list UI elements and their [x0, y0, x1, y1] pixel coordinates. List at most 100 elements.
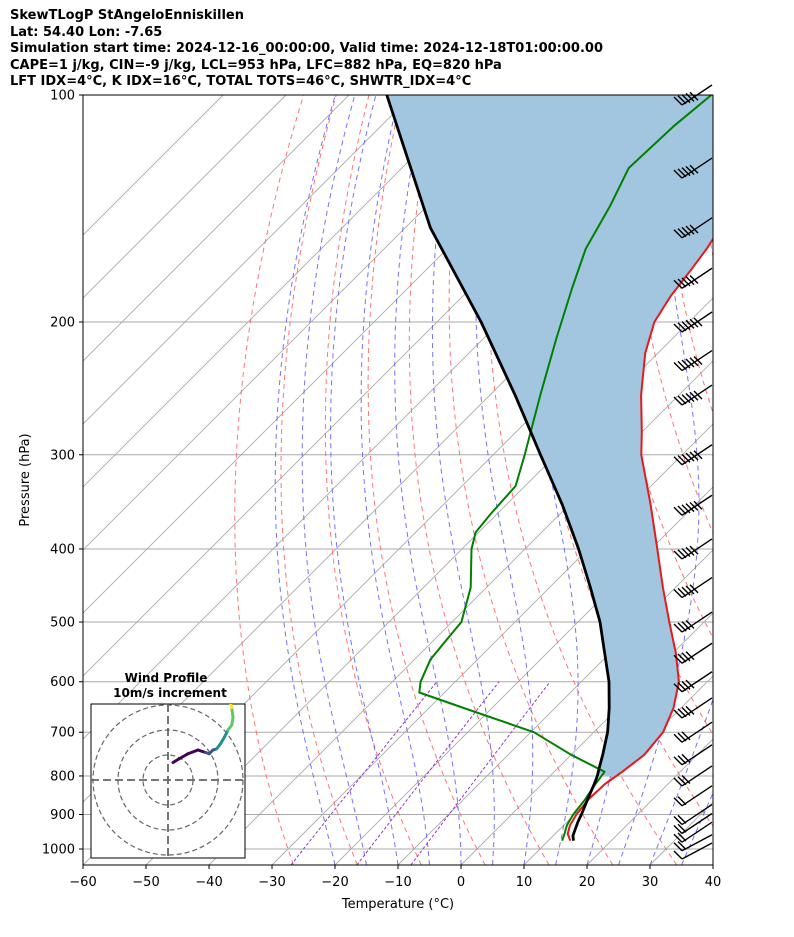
- wind-barb-flag: [677, 322, 687, 332]
- wind-barb: [673, 576, 713, 599]
- isotherm-line: [145, 297, 713, 865]
- wind-barb-flag: [673, 654, 683, 664]
- y-tick-label: 600: [50, 675, 75, 690]
- wind-barb: [673, 217, 713, 239]
- wind-barb-flag: [685, 392, 695, 402]
- wind-barb: [673, 267, 713, 289]
- wind-barb-flag: [681, 394, 691, 404]
- wind-barb: [673, 611, 713, 633]
- wind-barb-flag: [681, 775, 691, 785]
- moist-adiabat-line: [431, 95, 495, 865]
- cape-shading: [386, 95, 713, 776]
- x-tick-label: −30: [258, 875, 285, 890]
- wind-barb-staff: [681, 576, 713, 599]
- x-tick-label: −40: [195, 875, 222, 890]
- axes: −60 −50 −40 −30 −20 −10 0 10 20 30 40 1000 900 800 700…: [42, 89, 721, 891]
- wind-barb: [673, 785, 713, 807]
- isotherm-line: [83, 95, 539, 551]
- wind-barb-flag: [689, 501, 699, 511]
- wind-barb-staff: [681, 834, 713, 852]
- wind-barb-flag: [689, 164, 699, 174]
- y-tick-label: 500: [50, 616, 75, 631]
- wind-barb-flag: [677, 622, 687, 632]
- wind-barb-staff: [681, 157, 713, 179]
- wind-barb: [673, 494, 713, 516]
- wind-barb: [673, 721, 713, 743]
- moist-adiabat-line: [274, 95, 336, 865]
- wind-barb: [673, 157, 713, 179]
- y-tick-label: 700: [50, 726, 75, 741]
- wind-barb-flag: [673, 396, 683, 406]
- wind-barb-flag: [693, 317, 703, 327]
- wind-barb-flag: [681, 707, 691, 717]
- wind-barb-flag: [685, 546, 695, 556]
- wind-barb-staff: [681, 349, 713, 372]
- wind-barb-flag: [681, 548, 691, 558]
- wind-barb-staff: [681, 494, 713, 516]
- dry-adiabat-line: [487, 95, 678, 865]
- dry-adiabat-line: [728, 95, 794, 865]
- wind-barb-staff: [681, 611, 713, 633]
- wind-barb: [673, 538, 713, 560]
- wind-barb-flag: [677, 755, 687, 765]
- wind-barb-flag: [673, 456, 683, 466]
- wind-barb: [673, 84, 713, 106]
- wind-barb-flag: [677, 776, 687, 786]
- wind-barb-flag: [685, 705, 695, 715]
- wind-barb-flag: [673, 550, 683, 560]
- wind-barb-flag: [677, 168, 687, 178]
- wind-barb-flag: [677, 587, 687, 597]
- wind-barb-staff: [681, 538, 713, 560]
- wind-barb-flag: [681, 586, 691, 596]
- wind-barb: [673, 444, 713, 466]
- isotherm-line: [83, 95, 287, 299]
- dry-adiabat-line: [280, 95, 358, 865]
- wind-barb-staff: [681, 821, 713, 843]
- wind-barb-flag: [681, 504, 691, 514]
- moist-adiabat-line: [681, 791, 713, 865]
- wind-barb-flag: [681, 680, 691, 690]
- wind-barb-staff: [681, 785, 713, 807]
- wind-barb: [673, 765, 713, 787]
- wind-barb-flag: [693, 356, 703, 366]
- wind-barb-flag: [689, 584, 699, 594]
- wind-barb-flag: [673, 279, 683, 289]
- moist-adiabat-line: [330, 95, 399, 865]
- wind-barb-flag: [685, 619, 695, 629]
- wind-barb-staff: [681, 744, 713, 766]
- wind-barb-flag: [689, 318, 699, 328]
- wind-barb-flag: [677, 823, 687, 833]
- wind-barb-staff: [681, 842, 713, 860]
- wind-barb-flag: [681, 731, 691, 741]
- wind-barb-flag: [681, 226, 691, 236]
- wind-barb-flag: [673, 362, 683, 372]
- y-tick-label: 1000: [42, 843, 75, 858]
- wind-barbs: [673, 84, 713, 860]
- title-latlon: Lat: 54.40 Lon: -7.65: [10, 24, 163, 40]
- wind-barb-flag: [681, 621, 691, 631]
- wind-barb-flag: [673, 816, 683, 826]
- moist-adiabat-line: [394, 95, 462, 865]
- hodograph-title: Wind Profile: [125, 671, 208, 685]
- wind-barb-flag: [673, 733, 683, 743]
- wind-barb-flag: [673, 623, 683, 633]
- wind-barb-flag: [673, 323, 683, 333]
- wind-barb-flag: [677, 708, 687, 718]
- x-tick-label: 30: [642, 875, 659, 890]
- y-tick-label: 100: [50, 89, 75, 104]
- wind-barb-staff: [681, 812, 713, 835]
- wind-barb-flag: [689, 451, 699, 461]
- wind-barb-flag: [677, 841, 687, 851]
- dry-adiabat-line: [448, 95, 614, 865]
- moist-adiabat-line: [618, 95, 700, 865]
- dry-adiabat-line: [760, 95, 794, 865]
- x-tick-label: 40: [705, 875, 722, 890]
- y-tick-label: 300: [50, 448, 75, 463]
- wind-barb-flag: [677, 228, 687, 238]
- hodograph-segment: [229, 691, 230, 699]
- wind-barb: [673, 349, 713, 372]
- figure-header: SkewTLogP StAngeloEnniskillen Lat: 54.40…: [10, 8, 603, 91]
- wind-barb-flag: [673, 229, 683, 239]
- wind-barb-flag: [673, 850, 683, 860]
- wind-barb-staff: [681, 267, 713, 289]
